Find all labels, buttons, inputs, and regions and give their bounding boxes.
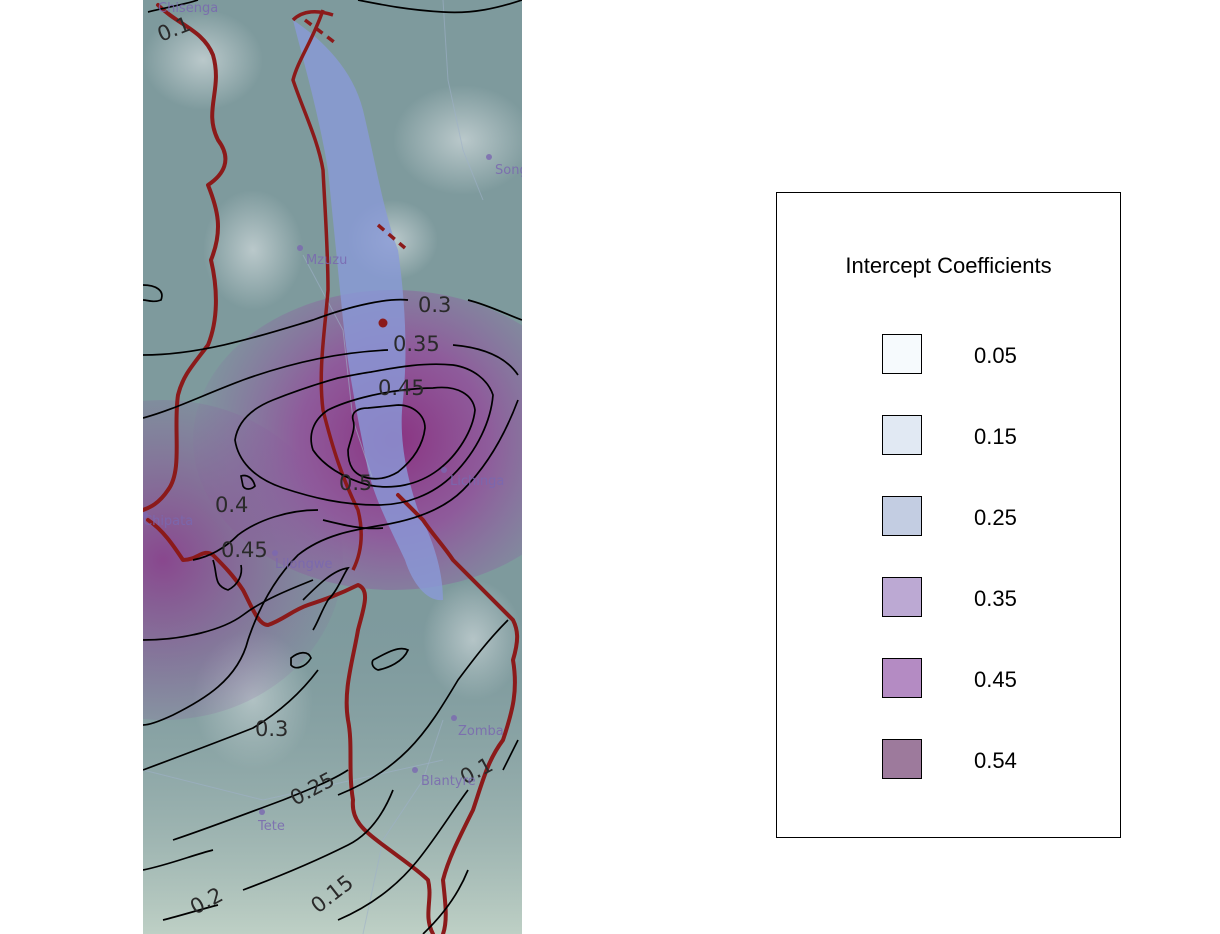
contour-label: 0.45 [378,376,425,400]
terrain-highlight [143,10,263,110]
place-dot [297,245,303,251]
malawi-boundary [143,3,520,934]
legend-title: Intercept Coefficients [845,253,1052,278]
road [362,719,444,934]
legend-item: 0.15 [882,415,1082,457]
place-label: Lilongwe [275,557,333,572]
legend: Intercept Coefficients 0.05 0.15 0.25 0.… [776,192,1121,838]
terrain-highlight [203,190,303,310]
map-canvas[interactable]: 0.1 0.3 0.35 0.45 0.4 0.5 0.45 0.3 0.25 … [143,0,522,934]
contour-label: 0.3 [255,717,288,741]
place-label: Chipata [143,514,193,529]
legend-label: 0.54 [974,748,1017,773]
place-label: Mzuzu [306,253,347,268]
place-dot [412,767,418,773]
place-dot [143,512,148,518]
place-label: Lichinga [450,474,504,489]
contour-label: 0.4 [215,493,248,517]
legend-swatch [882,658,922,698]
place-dot [259,809,265,815]
place-label: Tete [257,819,285,834]
terrain-highlight [393,85,522,195]
legend-swatch [882,334,922,374]
place-dot [272,550,278,556]
legend-swatch [882,496,922,536]
place-label: Blantyre [421,774,476,789]
legend-label: 0.05 [974,343,1017,368]
legend-label: 0.45 [974,667,1017,692]
place-markers: Chisenga Songea Mzuzu Chipata Lilongwe L… [143,1,522,834]
place-label: Songea [495,163,522,178]
place-label: Chisenga [158,1,218,16]
lake-malawi [293,20,443,601]
contour-label: 0.45 [221,538,268,562]
map-panel[interactable]: 0.1 0.3 0.35 0.45 0.4 0.5 0.45 0.3 0.25 … [143,0,522,934]
legend-item: 0.25 [882,496,1082,538]
legend-item: 0.45 [882,658,1082,700]
legend-swatch [882,577,922,617]
legend-item: 0.05 [882,334,1082,376]
place-dot [441,467,447,473]
legend-label: 0.15 [974,424,1017,449]
place-dot [451,715,457,721]
legend-item: 0.54 [882,739,1082,781]
border-dashed [303,18,407,250]
contour-label: 0.3 [418,293,451,317]
malawi-boundary [291,9,364,571]
contour-label: 0.5 [339,471,372,495]
coefficient-west [143,400,343,720]
place-dot [486,154,492,160]
legend-label: 0.25 [974,505,1017,530]
place-label: Zomba [458,724,504,739]
border-point [378,318,388,328]
legend-swatch [882,739,922,779]
road [442,0,484,201]
contour-lines [143,0,522,934]
road [302,254,374,481]
contour-label: 0.35 [393,332,440,356]
legend-label: 0.35 [974,586,1017,611]
legend-item: 0.35 [882,577,1082,619]
legend-swatch [882,415,922,455]
